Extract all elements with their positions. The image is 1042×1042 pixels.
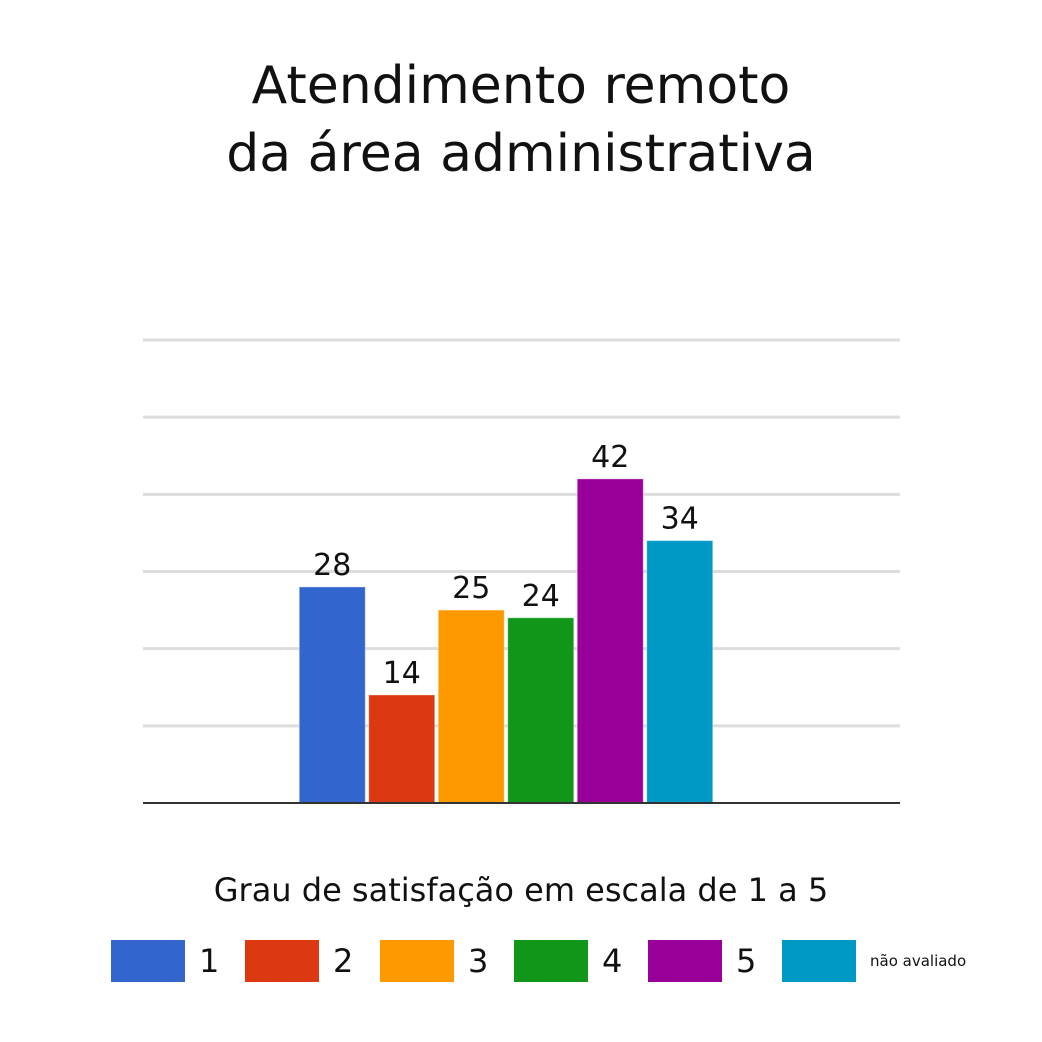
legend-swatch-1 (111, 940, 185, 982)
legend-label-5: 5 (736, 942, 757, 980)
legend-swatch-2 (245, 940, 319, 982)
bar-chart: 28 14 25 24 42 34 (143, 338, 900, 804)
legend-label-6: não avaliado (870, 952, 967, 970)
data-label-5: 42 (591, 440, 629, 475)
chart-title: Atendimento remoto da área administrativ… (0, 52, 1042, 188)
legend-swatch-3 (380, 940, 454, 982)
data-label-1: 28 (313, 548, 351, 583)
data-label-6: 34 (661, 502, 699, 537)
chart-title-line-1: Atendimento remoto (251, 56, 791, 116)
legend-label-3: 3 (468, 942, 489, 980)
chart-title-line-2: da área administrativa (226, 124, 816, 184)
bar-3 (437, 609, 505, 804)
legend-label-1: 1 (199, 942, 220, 980)
legend: 1 2 3 4 5 não avaliado (0, 936, 1042, 986)
data-label-3: 25 (452, 571, 490, 606)
legend-swatch-4 (514, 940, 588, 982)
data-label-2: 14 (383, 656, 421, 691)
legend-label-4: 4 (602, 942, 623, 980)
legend-label-2: 2 (333, 942, 354, 980)
bar-5 (576, 478, 644, 804)
legend-swatch-6 (782, 940, 856, 982)
bar-2 (368, 694, 436, 804)
legend-swatch-5 (648, 940, 722, 982)
bar-1 (298, 586, 366, 804)
data-label-4: 24 (522, 579, 560, 614)
x-axis-label: Grau de satisfação em escala de 1 a 5 (213, 871, 829, 909)
bar-6 (646, 540, 714, 804)
bar-4 (507, 617, 575, 804)
